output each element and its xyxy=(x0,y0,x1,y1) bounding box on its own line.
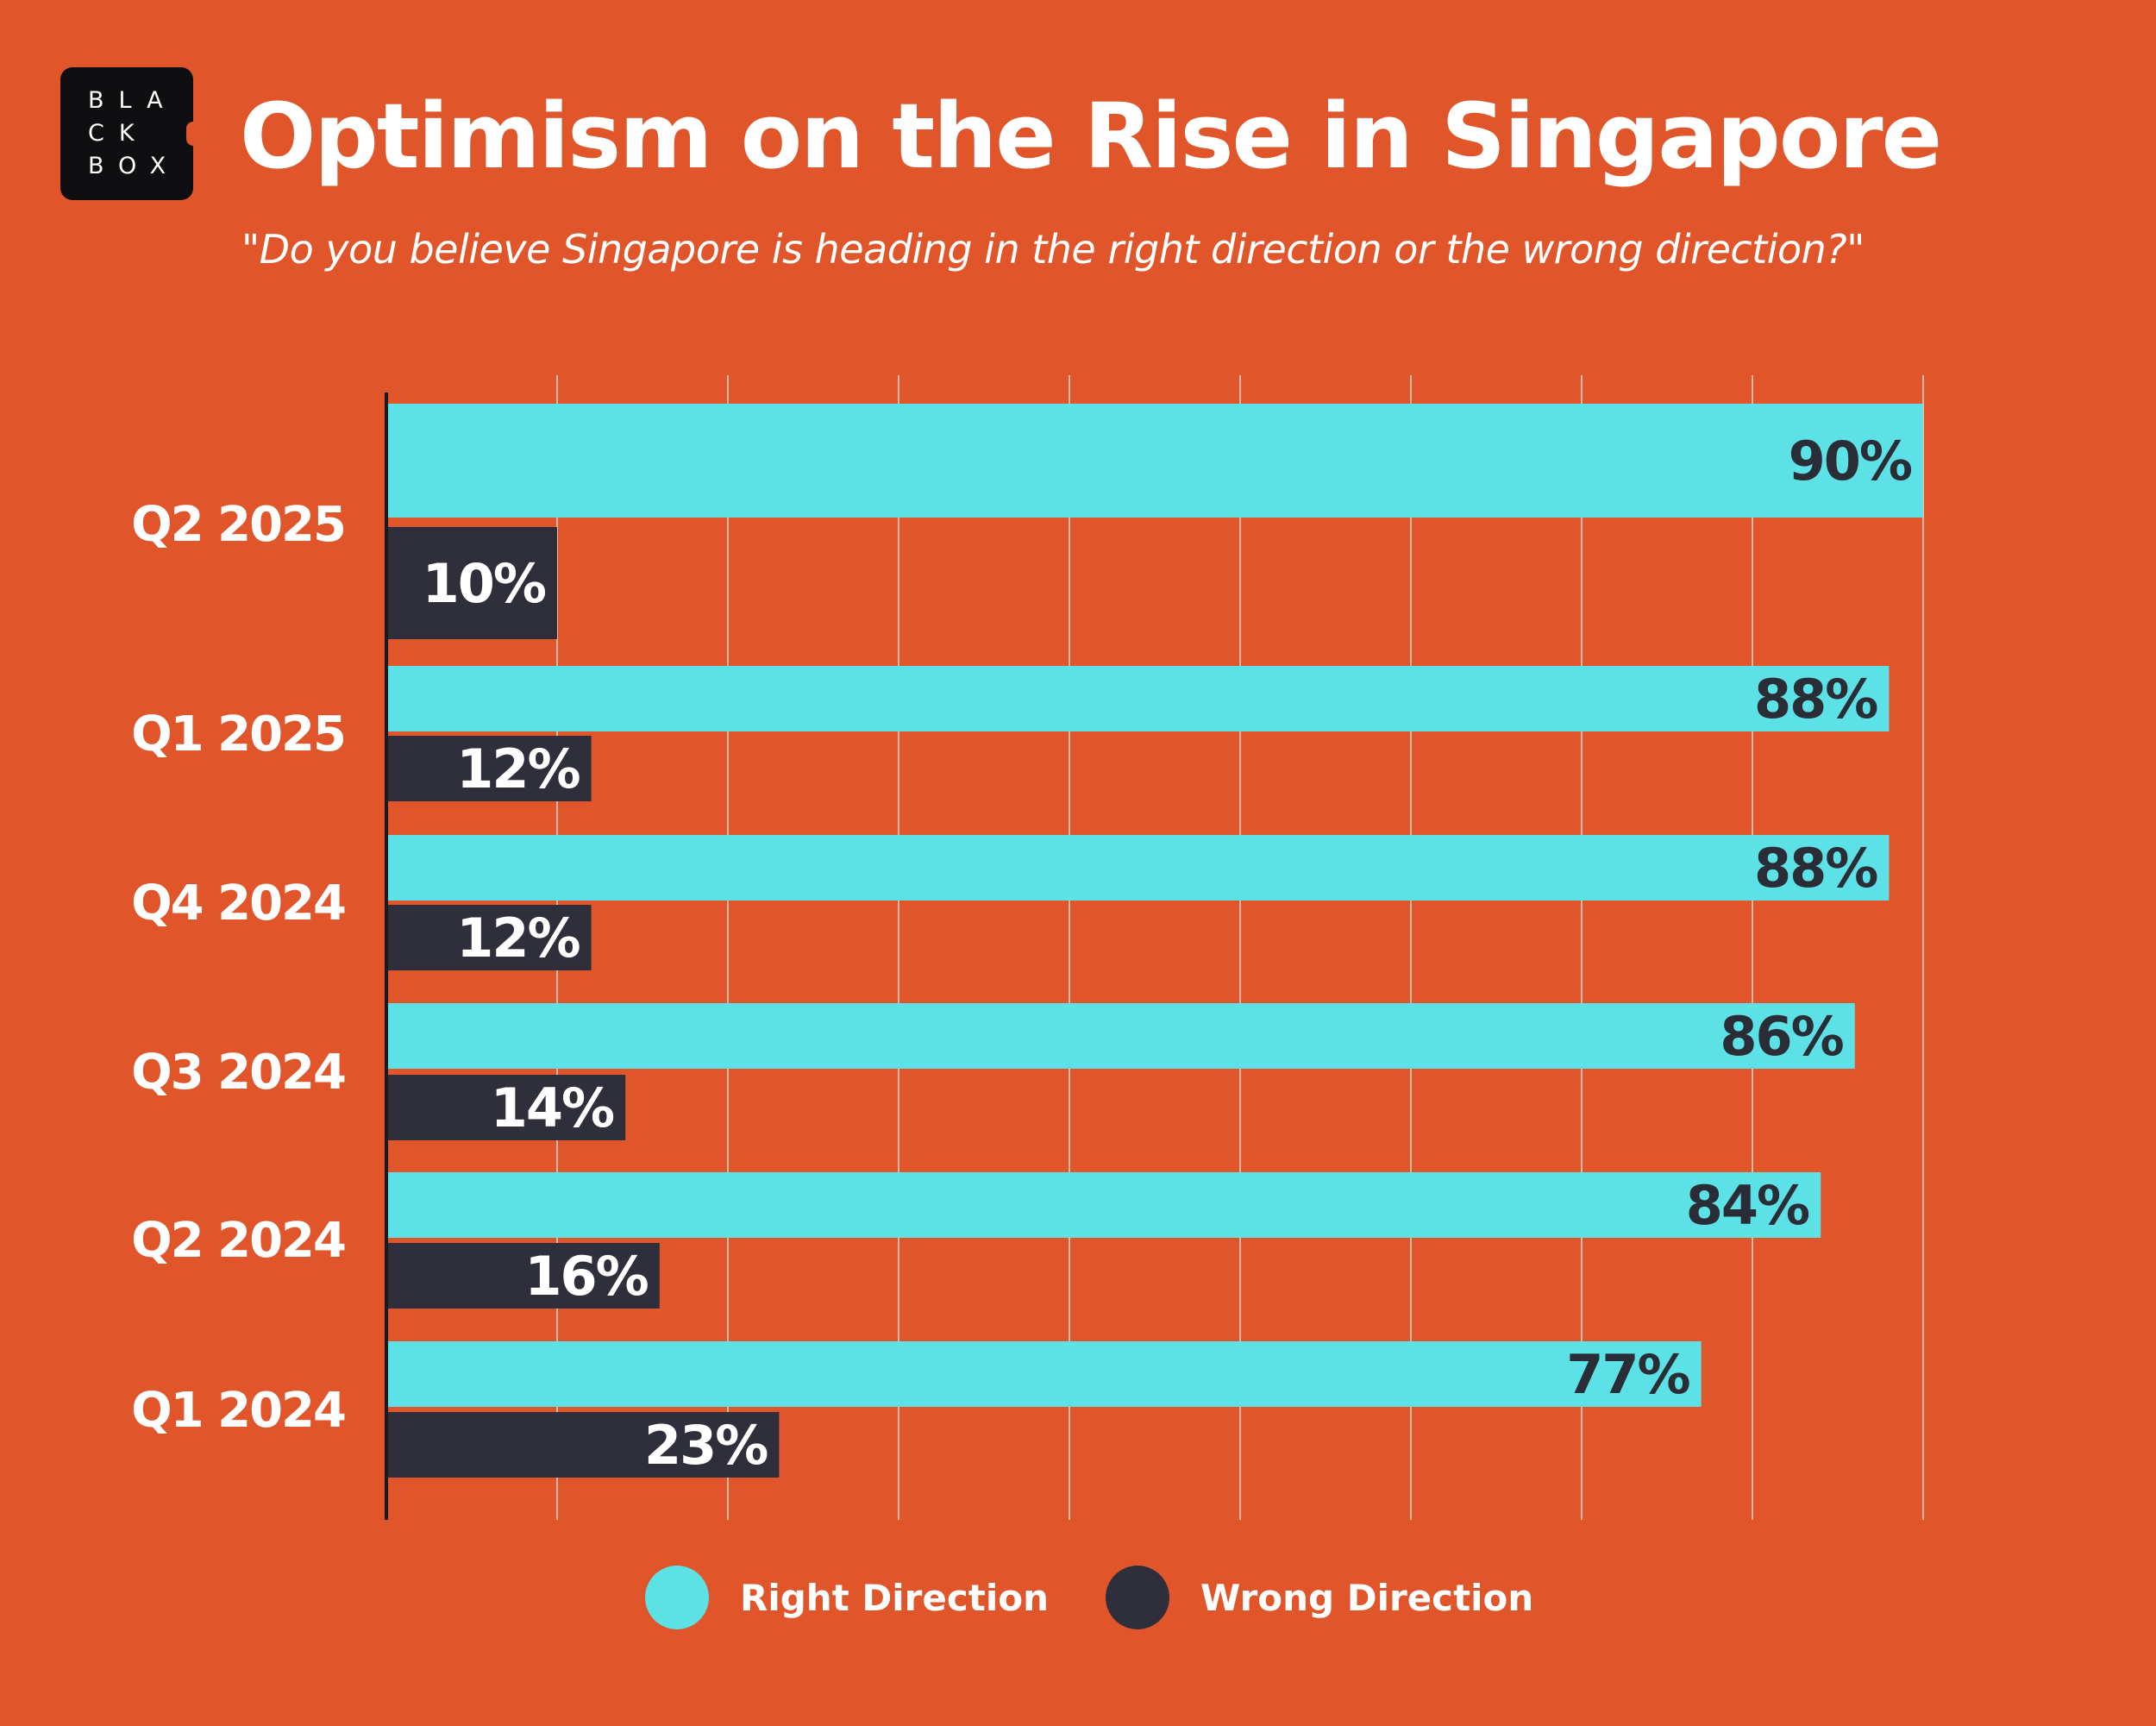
data-label-wrong-direction: 10% xyxy=(423,552,546,615)
bar-wrong-direction xyxy=(386,1243,660,1309)
category-label: Q1 2024 xyxy=(131,1383,345,1439)
data-label-right-direction: 88% xyxy=(1754,837,1877,900)
data-label-wrong-direction: 12% xyxy=(456,737,580,800)
data-label-right-direction: 86% xyxy=(1720,1005,1843,1068)
bar-right-direction xyxy=(386,1172,1821,1238)
blackbox-logo: BLA CK BOX xyxy=(60,67,200,200)
legend-label-right-direction: Right Direction xyxy=(740,1576,1049,1619)
logo-line-1: BLA xyxy=(88,87,178,114)
data-label-right-direction: 88% xyxy=(1754,668,1877,731)
data-label-wrong-direction: 12% xyxy=(456,907,580,970)
category-label: Q1 2025 xyxy=(131,706,345,763)
bar-wrong-direction xyxy=(386,905,592,970)
bar-right-direction xyxy=(386,666,1890,731)
bar-wrong-direction xyxy=(386,736,592,801)
data-label-right-direction: 84% xyxy=(1686,1174,1809,1237)
bar-right-direction xyxy=(386,835,1890,901)
data-label-right-direction: 90% xyxy=(1789,430,1912,493)
chart-legend: Right Direction Wrong Direction xyxy=(645,1566,1590,1629)
legend-swatch-right-direction xyxy=(645,1566,709,1629)
category-label: Q4 2024 xyxy=(131,876,345,932)
chart-subtitle: "Do you believe Singapore is heading in … xyxy=(241,226,1865,273)
legend-swatch-wrong-direction xyxy=(1105,1566,1169,1629)
chart-title: Optimism on the Rise in Singapore xyxy=(240,84,1942,189)
logo-line-2: CK xyxy=(88,120,149,147)
data-label-right-direction: 77% xyxy=(1566,1343,1689,1406)
category-label: Q3 2024 xyxy=(131,1045,345,1101)
bar-wrong-direction xyxy=(386,527,557,639)
category-label: Q2 2025 xyxy=(131,497,345,553)
data-label-wrong-direction: 14% xyxy=(491,1076,614,1139)
data-label-wrong-direction: 23% xyxy=(644,1414,768,1477)
bar-wrong-direction xyxy=(386,1412,780,1478)
logo-line-3: BOX xyxy=(88,153,181,179)
bar-right-direction xyxy=(386,1003,1855,1069)
logo-notch xyxy=(186,122,200,146)
category-label: Q2 2024 xyxy=(131,1213,345,1269)
bar-right-direction xyxy=(386,404,1923,518)
bar-wrong-direction xyxy=(386,1075,626,1140)
data-label-wrong-direction: 16% xyxy=(524,1245,648,1308)
legend-label-wrong-direction: Wrong Direction xyxy=(1200,1576,1534,1619)
bar-right-direction xyxy=(386,1341,1702,1407)
